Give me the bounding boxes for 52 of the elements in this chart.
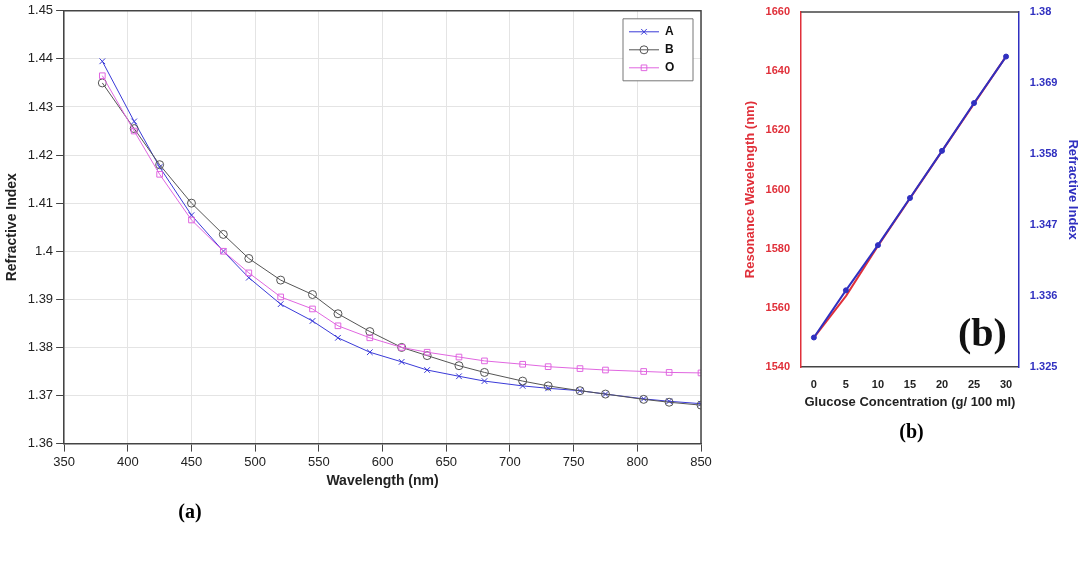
x-tick-label: 450 — [180, 453, 203, 469]
y2-tick-label: 1.38 — [1029, 5, 1052, 18]
y-axis-title: Resonance Wavelength (nm) — [742, 100, 758, 279]
x-tick-label: 20 — [935, 377, 949, 390]
x-axis-title: Glucose Concentration (g/ 100 ml) — [804, 393, 1016, 409]
x-tick-label: 15 — [903, 377, 917, 390]
y-tick-label: 1.43 — [27, 98, 54, 114]
y-tick-label: 1.4 — [35, 242, 54, 258]
y2-axis-title: Refractive Index — [1065, 139, 1081, 241]
y-tick-label: 1560 — [765, 301, 791, 314]
y-tick-label: 1620 — [765, 123, 791, 136]
legend-label: A — [665, 24, 674, 39]
text: (b) — [898, 420, 925, 443]
x-axis-title: Wavelength (nm) — [326, 472, 439, 489]
text: (a) — [177, 500, 203, 523]
x-tick-label: 650 — [435, 453, 458, 469]
annotation: (b) — [957, 309, 1007, 355]
x-tick-label: 0 — [810, 377, 817, 390]
y-tick-label: 1540 — [765, 360, 791, 373]
y2-tick-label: 1.336 — [1029, 289, 1058, 302]
x-tick-label: 550 — [308, 453, 330, 469]
y2-tick-label: 1.369 — [1029, 76, 1058, 89]
y-tick-label: 1.44 — [27, 50, 54, 66]
y-tick-label: 1.45 — [27, 2, 54, 18]
x-tick-label: 350 — [53, 453, 75, 469]
y-tick-label: 1.39 — [27, 290, 54, 306]
x-tick-label: 600 — [371, 453, 394, 469]
y-tick-label: 1640 — [765, 64, 791, 77]
y2-tick-label: 1.347 — [1029, 218, 1058, 231]
y-tick-label: 1.41 — [27, 194, 54, 210]
x-tick-label: 25 — [967, 377, 981, 390]
y-axis-title: Refractive Index — [3, 172, 20, 282]
x-tick-label: 850 — [690, 453, 712, 469]
x-tick-label: 5 — [842, 377, 849, 390]
y-tick-label: 1.36 — [27, 435, 54, 451]
y-tick-label: 1660 — [765, 5, 791, 18]
y2-tick-label: 1.358 — [1029, 147, 1058, 160]
x-tick-label: 750 — [562, 453, 585, 469]
x-tick-label: 500 — [244, 453, 267, 469]
y-tick-label: 1580 — [765, 241, 791, 254]
y-tick-label: 1.42 — [27, 146, 54, 162]
y-tick-label: 1.37 — [27, 387, 54, 403]
y-tick-label: 1.38 — [27, 339, 54, 354]
x-tick-label: 10 — [871, 377, 885, 390]
y-tick-label: 1600 — [765, 182, 791, 195]
x-tick-label: 800 — [626, 453, 649, 469]
legend-label: B — [665, 42, 674, 57]
x-tick-label: 400 — [116, 453, 139, 469]
x-tick-label: 700 — [499, 453, 521, 469]
x-tick-label: 30 — [999, 377, 1013, 390]
legend-label: O — [665, 60, 675, 75]
y2-tick-label: 1.325 — [1029, 360, 1058, 373]
